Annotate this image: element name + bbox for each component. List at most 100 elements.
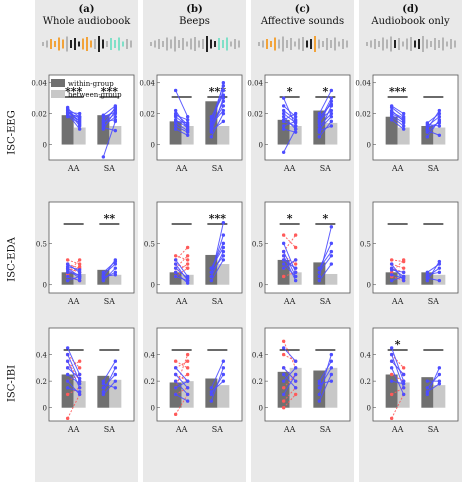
subject-point (221, 366, 226, 370)
subject-point (389, 118, 394, 122)
subject-point (185, 276, 190, 280)
y-tick-label: 0.02 (139, 111, 155, 119)
subject-point (173, 366, 178, 370)
subject-point (281, 366, 286, 370)
subject-line (283, 374, 297, 395)
subject-point (209, 128, 214, 133)
subject-point (113, 110, 118, 114)
waveform-a (42, 36, 132, 52)
y-tick-label: 0.02 (31, 111, 47, 119)
subject-point (185, 128, 190, 133)
subject-point (113, 359, 118, 363)
column-a-label: Whole audiobook (42, 16, 131, 27)
subject-line (391, 367, 405, 395)
subject-point (425, 122, 430, 127)
subject-point (185, 118, 190, 122)
subject-point (65, 379, 70, 383)
subject-point (65, 416, 70, 421)
subject-point (281, 111, 286, 116)
subject-point (113, 366, 118, 370)
subject-line (427, 263, 440, 273)
subject-line (391, 110, 404, 122)
subject-point (329, 379, 334, 383)
subject-point (173, 372, 178, 377)
subject-line (103, 263, 116, 276)
subject-point (173, 118, 178, 122)
y-tick-label: 0 (367, 142, 371, 150)
subject-point (437, 382, 442, 386)
subject-line (175, 255, 188, 261)
subject-point (185, 278, 190, 283)
y-tick-label: 0.2 (360, 378, 371, 386)
subject-point (317, 111, 322, 116)
y-tick-label: 0 (151, 142, 155, 150)
subject-point (65, 111, 70, 116)
within-group-bar (385, 374, 398, 408)
y-tick-label: 0.5 (360, 240, 371, 248)
subject-line (283, 259, 296, 269)
significance-label: *** (65, 85, 83, 98)
subject-line (391, 107, 404, 118)
subject-point (77, 124, 82, 128)
legend-within-label: within-group (68, 80, 114, 88)
subject-line (175, 267, 188, 279)
subject-point (293, 379, 298, 383)
subject-point (185, 366, 190, 370)
subject-point (293, 270, 298, 275)
subject-point (221, 99, 226, 103)
legend-between-label: between-group (68, 91, 122, 99)
subject-point (65, 366, 70, 370)
subject-point (185, 122, 190, 127)
x-tick-label: SA (212, 297, 223, 306)
subject-line (391, 354, 405, 388)
subject-point (425, 392, 430, 397)
subject-point (173, 258, 178, 262)
subplot-isc-eda-b: 0 0.5 AA SA *** (144, 201, 243, 306)
subject-point (77, 386, 82, 390)
subject-point (173, 386, 178, 390)
subject-point (317, 399, 322, 403)
subject-point (401, 392, 406, 397)
column-d-title: (d) Audiobook only (359, 4, 462, 28)
subject-point (101, 278, 106, 283)
column-c-label: Affective sounds (260, 16, 345, 27)
subject-line (67, 116, 80, 124)
subject-point (77, 258, 82, 262)
subject-point (329, 352, 334, 357)
subject-point (281, 352, 286, 357)
subject-point (77, 262, 82, 266)
subject-line (175, 255, 189, 269)
subject-point (185, 262, 190, 266)
subject-point (317, 266, 322, 270)
subject-point (389, 416, 394, 421)
subject-point (209, 399, 214, 403)
column-a-title: (a) Whole audiobook (35, 4, 138, 28)
subject-point (401, 116, 406, 120)
subject-point (221, 245, 226, 250)
between-group-bar (217, 126, 230, 145)
subject-point (77, 270, 82, 275)
subject-line (175, 360, 188, 369)
subject-line (318, 360, 332, 382)
x-tick-label: SA (104, 164, 115, 173)
subject-line (67, 266, 80, 271)
subject-point (65, 262, 70, 266)
subject-point (65, 352, 70, 357)
x-tick-label: AA (175, 297, 188, 306)
subject-line (175, 393, 188, 402)
subject-line (67, 374, 80, 385)
subject-line (318, 367, 332, 389)
subject-point (389, 268, 394, 272)
significance-label: *** (101, 85, 119, 98)
subject-point (77, 111, 82, 116)
significance-label: * (322, 212, 328, 225)
subject-point (437, 121, 442, 125)
subject-line (175, 90, 189, 117)
significance-label: *** (209, 212, 227, 225)
subject-point (65, 270, 70, 275)
subject-point (281, 118, 286, 122)
subject-point (77, 268, 82, 272)
subject-line (283, 263, 297, 277)
